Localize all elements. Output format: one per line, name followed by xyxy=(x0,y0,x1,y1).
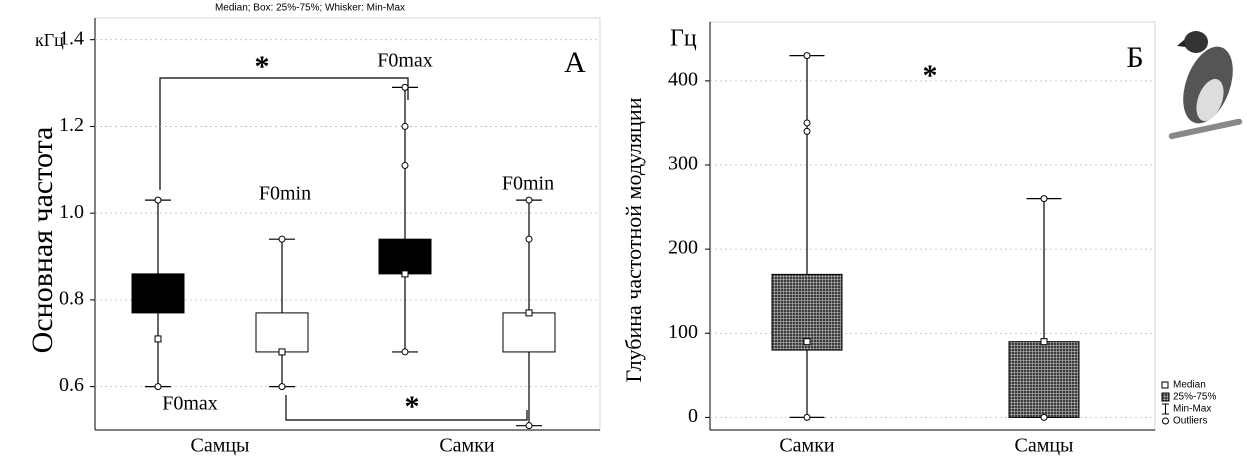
bird-illustration xyxy=(1168,31,1243,140)
median-marker xyxy=(401,270,409,278)
whisker-end-marker xyxy=(1040,195,1048,203)
plot-frame xyxy=(94,17,601,431)
whisker-end-marker xyxy=(803,52,811,60)
outlier xyxy=(803,127,811,135)
y-tick-label: 1.4 xyxy=(59,27,84,49)
x-tick-label: Самцы xyxy=(190,435,249,457)
legend-icon xyxy=(1161,392,1170,402)
legend-label: 25%-75% xyxy=(1173,392,1216,403)
y-tick-label: 300 xyxy=(668,153,698,175)
panel-letter: А xyxy=(564,46,586,79)
whisker-end-marker xyxy=(525,196,533,204)
box-label: F0max xyxy=(162,393,218,415)
significance-bracket xyxy=(159,77,409,190)
box-label: F0min xyxy=(502,173,554,195)
box-label: F0min xyxy=(259,183,311,205)
box xyxy=(771,273,843,351)
median-marker xyxy=(278,348,286,356)
panel-letter: Б xyxy=(1126,41,1143,74)
legend-label: Median xyxy=(1173,380,1206,391)
box xyxy=(131,273,185,314)
y-tick-label: 100 xyxy=(668,321,698,343)
y-tick-label: 0 xyxy=(688,405,698,427)
whisker-end-marker xyxy=(525,422,533,430)
y-tick-label: 1.2 xyxy=(59,114,84,136)
outlier xyxy=(803,119,811,127)
significance-star: * xyxy=(923,59,938,92)
significance-star: * xyxy=(405,390,420,423)
y-unit: Гц xyxy=(670,26,697,52)
x-tick-label: Самки xyxy=(779,435,835,457)
box xyxy=(255,312,309,353)
legend-icon xyxy=(1161,381,1169,389)
whisker-end-marker xyxy=(401,348,409,356)
median-marker xyxy=(154,335,162,343)
box-label: F0max xyxy=(377,50,433,72)
box xyxy=(502,312,556,353)
significance-bracket xyxy=(285,395,528,421)
box xyxy=(1008,341,1080,418)
y-tick-label: 0.6 xyxy=(59,374,84,396)
x-tick-label: Самцы xyxy=(1014,435,1073,457)
y-axis-label: Глубина частотной модуляции xyxy=(621,97,646,382)
outlier xyxy=(525,235,533,243)
legend-label: Outliers xyxy=(1173,416,1207,427)
outlier xyxy=(401,122,409,130)
whisker-end-marker xyxy=(154,196,162,204)
y-tick-label: 400 xyxy=(668,68,698,90)
y-axis-label: Основная частота xyxy=(26,127,59,354)
y-tick-label: 1.0 xyxy=(59,201,84,223)
chart-title: Median; Box: 25%-75%; Whisker: Min-Max xyxy=(215,3,405,14)
y-unit: кГц xyxy=(35,30,64,50)
whisker-end-marker xyxy=(278,235,286,243)
y-tick-label: 200 xyxy=(668,237,698,259)
significance-star: * xyxy=(255,50,270,83)
whisker-end-marker xyxy=(154,383,162,391)
whisker-end-marker xyxy=(278,383,286,391)
legend-icon xyxy=(1162,417,1169,425)
whisker-end-marker xyxy=(401,83,409,91)
median-marker xyxy=(1040,338,1048,346)
x-tick-label: Самки xyxy=(439,435,495,457)
whisker-end-marker xyxy=(1040,413,1048,421)
outlier xyxy=(401,161,409,169)
median-marker xyxy=(803,338,811,346)
whisker-end-marker xyxy=(803,413,811,421)
legend-label: Min-Max xyxy=(1173,404,1211,415)
y-tick-label: 0.8 xyxy=(59,287,84,309)
median-marker xyxy=(525,309,533,317)
box xyxy=(378,238,432,275)
